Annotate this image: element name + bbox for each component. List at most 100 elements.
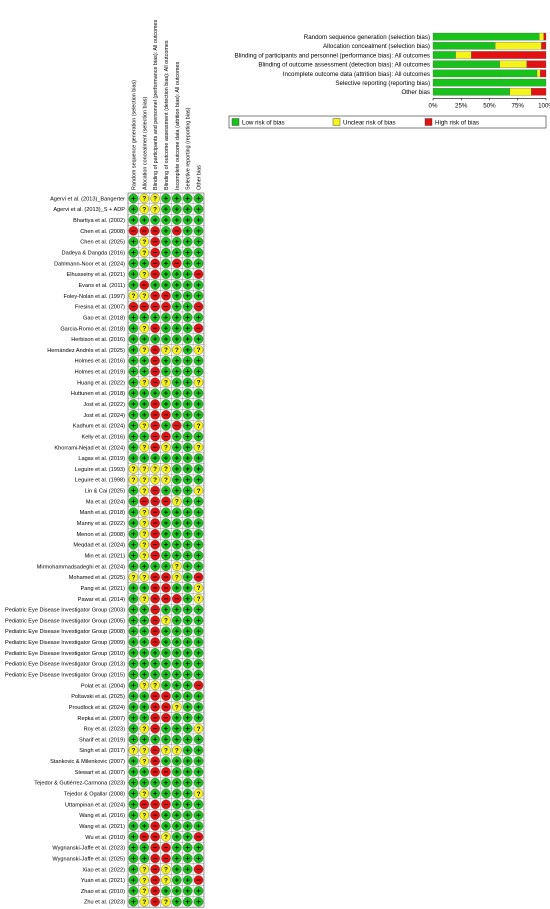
question-symbol: ? [153,683,157,690]
study-label: Hernández Andrés et al. (2025) [47,348,125,354]
study-label: Menon et al. (2008) [76,532,125,538]
summary-category-label: Selective reporting (reporting bias) [335,80,430,87]
legend-swatch [231,118,240,126]
study-label: Wygnanski-Jaffe et al. (2023) [52,846,125,852]
question-symbol: ? [164,899,168,906]
summary-x-tick-label: 50% [483,102,496,109]
question-symbol: ? [142,293,146,300]
risk-dot [139,539,150,550]
question-symbol: ? [131,293,135,300]
risk-dot [161,615,171,626]
summary-bar-segment [540,69,547,78]
legend-label: High risk of bias [435,120,479,127]
study-label: Garcia-Romo et al. (2018) [60,326,125,332]
legend-label: Low risk of bias [242,120,285,127]
risk-dot [139,550,150,561]
risk-dot [128,572,139,582]
question-symbol: ? [153,477,157,484]
risk-dot [139,485,150,496]
summary-bar-segment [455,51,472,59]
question-symbol: ? [164,748,168,755]
summary-bar-segment [543,32,547,41]
summary-x-tick-label: 0% [429,102,438,109]
question-symbol: ? [142,748,146,755]
risk-dot [139,518,150,528]
column-header: Incomplete outcome data (attrition bias)… [175,61,181,190]
study-label: Manny et al. (2022) [77,521,125,527]
summary-bar-segment [432,88,510,96]
study-label: Stankovic & Milenkovic (2007) [50,759,125,765]
risk-dot [139,269,150,279]
study-label: Khorrami-Nejad et al. (2024) [54,445,125,451]
study-label: Holmes et al. (2016) [75,359,126,365]
risk-dot [161,345,171,355]
question-symbol: ? [142,445,146,452]
risk-dot [150,464,160,474]
question-symbol: ? [175,704,179,711]
question-symbol: ? [153,196,157,203]
study-label: Dadeya & Dangda (2016) [62,251,126,257]
question-symbol: ? [131,466,135,473]
risk-dot [128,464,139,474]
risk-dot [139,323,150,334]
question-symbol: ? [131,748,135,755]
study-label: Pediatric Eye Disease Investigator Group… [5,618,125,624]
risk-dot [139,236,150,247]
question-symbol: ? [164,877,168,884]
risk-dot [139,896,150,907]
risk-dot [150,474,160,485]
study-label: Pang et al. (2021) [81,586,126,592]
risk-dot [193,723,204,734]
study-label: Bhartiya et al. (2002) [73,218,125,224]
study-label: Mohamed et al. (2025) [69,575,125,581]
summary-x-tick-label: 75% [512,102,525,109]
risk-dot [128,745,139,756]
question-symbol: ? [164,867,168,874]
summary-category-label: Other bias [401,89,430,96]
question-symbol: ? [164,380,168,387]
risk-dot [139,593,150,604]
study-label: Kelly et al. (2016) [81,434,125,440]
risk-dot [161,442,171,453]
risk-dot [139,810,150,820]
study-label: Agervi et al. (2013)_Bangerter [50,196,125,202]
study-label: Wang et al. (2016) [79,813,125,819]
study-label: Tejedor & Gutiérrez-Carmona (2023) [34,781,125,787]
question-symbol: ? [142,726,146,733]
risk-dot [150,204,160,215]
question-symbol: ? [175,564,179,571]
legend-swatch [332,118,341,126]
risk-dot [139,377,150,388]
study-label: Pediatric Eye Disease Investigator Group… [5,629,125,635]
risk-dot [139,345,150,355]
study-label: Jost et al. (2024) [83,413,125,419]
legend-swatch [424,118,433,126]
study-label: Pediatric Eye Disease Investigator Group… [5,662,125,668]
question-symbol: ? [197,445,201,452]
study-label: Xiao et al. (2022) [82,867,125,873]
risk-dot [139,864,150,875]
summary-bar-segment [432,60,500,68]
risk-dot [193,593,204,604]
summary-category-label: Blinding of outcome assessment (detectio… [258,62,430,69]
risk-of-bias-grid: Random sequence generation (selection bi… [5,19,205,908]
summary-bar-chart: Random sequence generation (selection bi… [228,32,550,129]
study-label: Stewart et al. (2007) [75,770,126,776]
question-symbol: ? [164,618,168,625]
risk-dot [139,529,150,539]
study-label: Pediatric Eye Disease Investigator Group… [5,640,125,646]
question-symbol: ? [142,877,146,884]
risk-dot [172,496,182,507]
summary-bar-segment [471,51,547,59]
question-symbol: ? [142,520,146,527]
question-symbol: ? [175,499,179,506]
column-header: Blinding of outcome assessment (detectio… [164,40,170,190]
study-label: Dahlmann-Noor et al. (2024) [54,261,125,267]
study-label: Wang et al. (2021) [79,824,125,830]
summary-legend [228,115,547,129]
question-symbol: ? [142,207,146,214]
study-label: Sharif et al. (2019) [79,737,125,743]
question-symbol: ? [164,445,168,452]
summary-category-label: Incomplete outcome data (attrition bias)… [283,71,430,78]
study-label: Pediatric Eye Disease Investigator Group… [5,608,125,614]
